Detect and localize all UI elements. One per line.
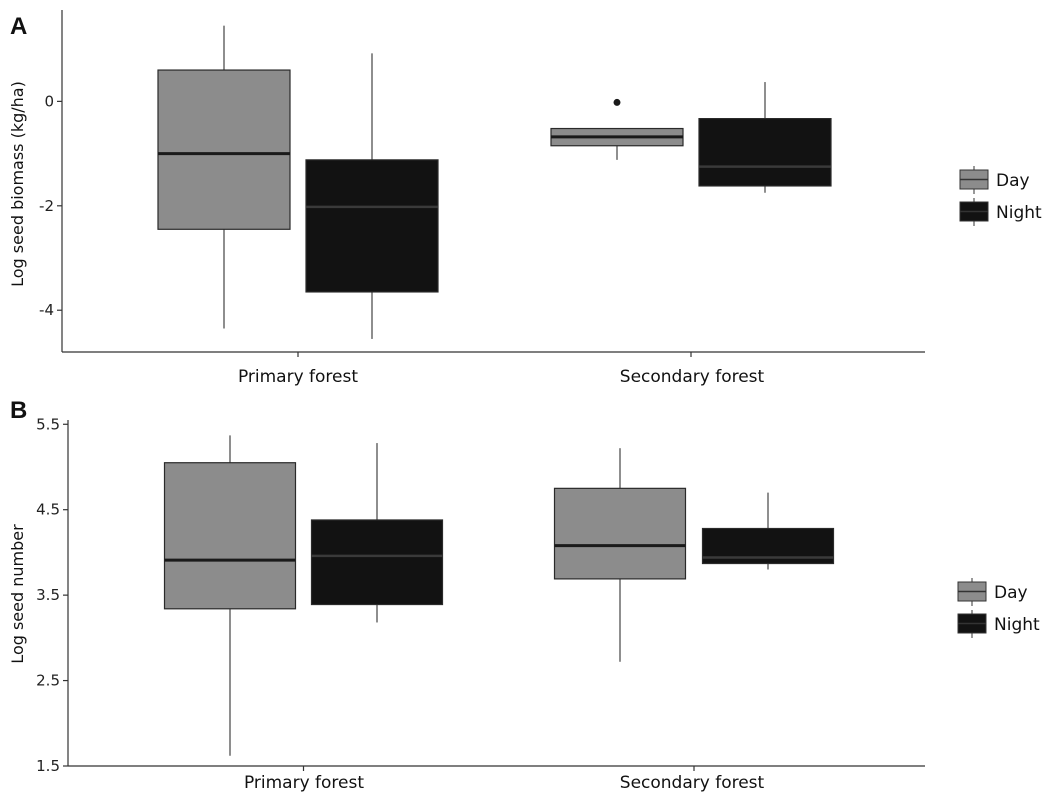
panel-b-y-axis-title: Log seed number — [8, 524, 27, 664]
panel-a-category-label-primary: Primary forest — [238, 367, 358, 387]
panel-b-plot-area: 5.5 4.5 3.5 2.5 1.5 — [36, 415, 925, 775]
panel-b-y-tick-label: 1.5 — [36, 757, 60, 775]
panel-a-legend-day-label: Day — [996, 171, 1030, 191]
panel-b-legend-day-label: Day — [994, 583, 1028, 603]
panel-b-category-label-primary: Primary forest — [244, 773, 364, 793]
panel-a-secondary-day-outlier — [613, 98, 621, 106]
panel-b-category-label-secondary: Secondary forest — [620, 773, 765, 793]
panel-a-plot-area: 0 -2 -4 — [39, 10, 925, 357]
panel-b-secondary-day-box — [553, 487, 687, 580]
panel-a: A Log seed biomass (kg/ha) 0 -2 -4 Primary… — [8, 10, 1042, 387]
panel-b: B Log seed number 5.5 4.5 3.5 2.5 1.5 Primar… — [8, 397, 1040, 793]
panel-a-y-axis-title: Log seed biomass (kg/ha) — [8, 81, 27, 287]
panel-b-legend-night-label: Night — [994, 615, 1040, 635]
panel-a-secondary-night-box — [698, 118, 832, 187]
panel-b-primary-night-box — [310, 519, 444, 606]
panel-a-legend-night-label: Night — [996, 203, 1042, 223]
panel-b-legend: Day Night — [957, 578, 1040, 638]
panel-a-legend: Day Night — [959, 166, 1042, 226]
panel-a-y-tick-label: 0 — [44, 92, 54, 110]
panel-a-y-tick-label: -4 — [39, 301, 54, 319]
panel-a-primary-day-box — [157, 69, 291, 230]
panel-a-y-tick-label: -2 — [39, 197, 54, 215]
panel-b-y-tick-label: 2.5 — [36, 672, 60, 690]
panel-b-letter: B — [10, 397, 27, 424]
panel-b-y-tick-label: 4.5 — [36, 501, 60, 519]
panel-a-letter: A — [10, 13, 27, 40]
panel-a-primary-night-box — [305, 159, 439, 293]
panel-b-y-tick-label: 3.5 — [36, 586, 60, 604]
panel-a-category-label-secondary: Secondary forest — [620, 367, 765, 387]
panel-b-y-tick-label: 5.5 — [36, 415, 60, 433]
panel-b-primary-day-box — [163, 462, 297, 610]
